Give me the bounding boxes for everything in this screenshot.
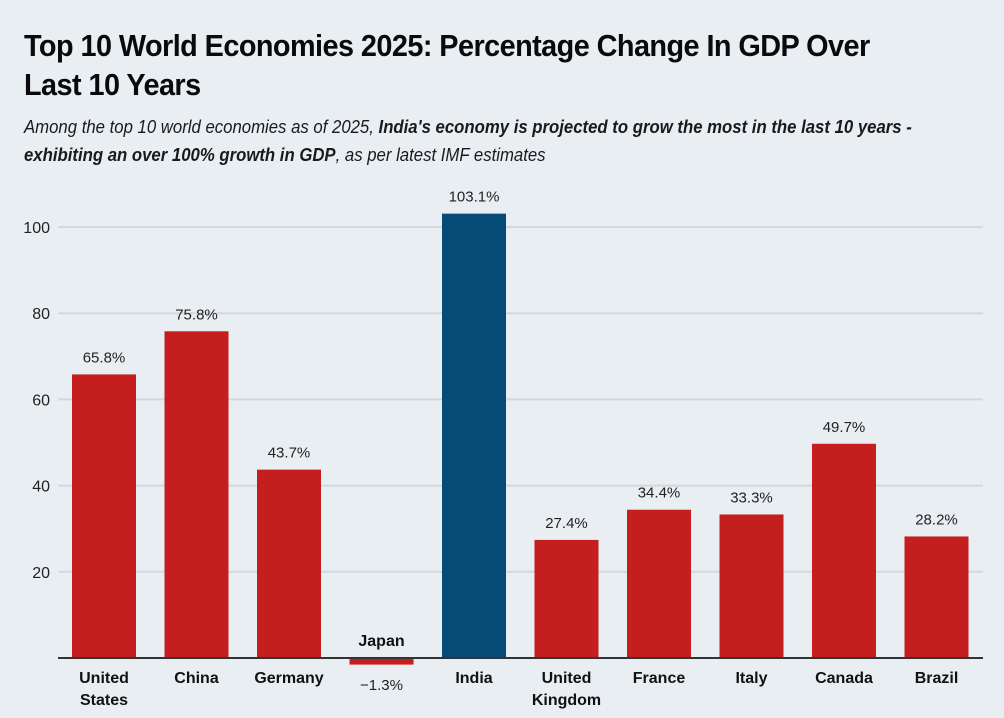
category-label: United [79, 670, 129, 687]
bar [627, 509, 691, 658]
value-label: 103.1% [449, 189, 500, 206]
bar [349, 659, 414, 665]
category-label: Germany [254, 670, 323, 687]
bar [812, 443, 876, 658]
y-tick-label: 20 [32, 565, 50, 582]
category-label: States [80, 692, 128, 709]
y-tick-label: 40 [32, 479, 50, 496]
category-label: Canada [815, 670, 873, 687]
bar [719, 514, 784, 658]
chart-title: Top 10 World Economies 2025: Percentage … [24, 28, 870, 102]
y-tick-label: 60 [32, 392, 50, 409]
category-label: Kingdom [532, 692, 601, 709]
bar [904, 536, 969, 658]
value-label: 28.2% [915, 511, 958, 528]
value-label: 33.3% [730, 489, 773, 506]
y-axis-ticks: 20 40 60 80 100 [23, 220, 50, 582]
bar [442, 213, 506, 658]
category-label: Brazil [915, 670, 959, 687]
category-label: Italy [735, 670, 767, 687]
value-label: 43.7% [268, 445, 311, 462]
chart-subtitle: Among the top 10 world economies as of 2… [24, 113, 954, 169]
category-label: United [542, 670, 592, 687]
bar [72, 374, 136, 658]
value-label: 65.8% [83, 349, 126, 366]
bars [72, 213, 969, 665]
bar [534, 539, 599, 658]
bar [257, 469, 321, 658]
y-tick-label: 100 [23, 220, 50, 237]
subtitle-part: , as per latest IMF estimates [335, 145, 546, 165]
bar [164, 331, 229, 658]
value-label: 49.7% [823, 419, 866, 436]
category-label: France [633, 670, 686, 687]
value-labels: 65.8% 75.8% 43.7% −1.3% 103.1% 27.4% 34.4% 33.3… [83, 189, 958, 694]
value-label: −1.3% [360, 677, 403, 694]
value-label: 34.4% [638, 485, 681, 502]
subtitle-highlight: India's economy is projected to grow the… [24, 117, 912, 165]
value-label: 27.4% [545, 515, 588, 532]
value-label: 75.8% [175, 306, 218, 323]
category-label: India [455, 670, 492, 687]
subtitle-part: Among the top 10 world economies as of 2… [24, 117, 379, 137]
category-label: China [174, 670, 219, 687]
y-tick-label: 80 [32, 306, 50, 323]
category-labels: United States China Germany Japan India United… [79, 633, 958, 709]
category-label: Japan [358, 633, 404, 650]
